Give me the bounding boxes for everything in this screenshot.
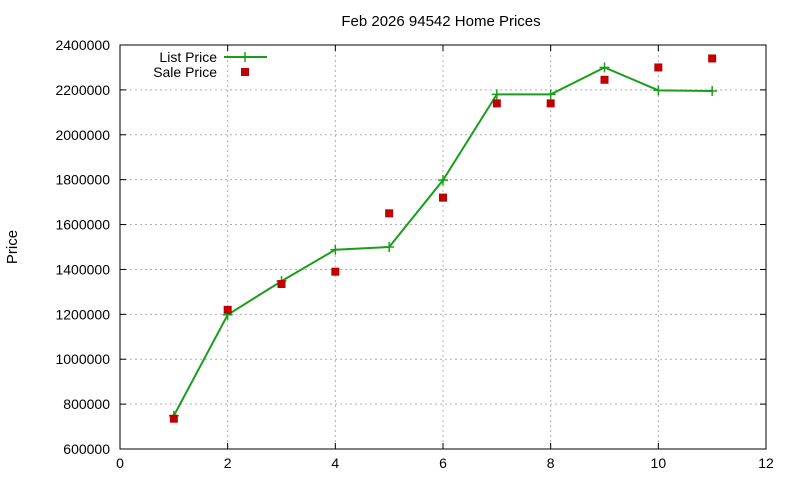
chart-title: Feb 2026 94542 Home Prices bbox=[341, 13, 540, 30]
x-tick-label: 0 bbox=[116, 455, 124, 471]
list-price-point bbox=[653, 85, 664, 96]
list-price-point bbox=[545, 89, 556, 100]
plot-frame bbox=[119, 44, 767, 450]
list-price-point bbox=[599, 62, 610, 73]
y-tick-label: 1600000 bbox=[55, 217, 110, 233]
series-sale-price bbox=[169, 54, 717, 423]
y-tick-label: 2400000 bbox=[55, 37, 110, 53]
grid-lines bbox=[120, 45, 766, 449]
sale-price-point bbox=[331, 267, 340, 276]
legend-label: Sale Price bbox=[153, 64, 217, 80]
list-price-point bbox=[491, 89, 502, 100]
sale-price-point bbox=[385, 209, 394, 218]
y-tick-label: 1000000 bbox=[55, 351, 110, 367]
legend-plus-marker bbox=[240, 52, 250, 62]
y-tick-label: 1200000 bbox=[55, 306, 110, 322]
y-tick-label: 800000 bbox=[63, 396, 110, 412]
x-tick-label: 8 bbox=[547, 455, 555, 471]
series-list-price bbox=[168, 62, 718, 421]
x-tick-label: 4 bbox=[331, 455, 339, 471]
series-layer bbox=[168, 54, 718, 423]
y-tick-label: 600000 bbox=[63, 441, 110, 457]
legend-label: List Price bbox=[159, 49, 217, 65]
sale-price-point bbox=[169, 414, 178, 423]
sale-price-point bbox=[439, 193, 447, 202]
y-axis-label: Price bbox=[4, 230, 21, 264]
x-tick-label: 12 bbox=[758, 455, 774, 471]
x-tick-label: 2 bbox=[224, 455, 232, 471]
x-tick-label: 10 bbox=[651, 455, 667, 471]
sale-price-point bbox=[277, 280, 286, 289]
y-tick-label: 2200000 bbox=[55, 82, 110, 98]
y-tick-label: 1800000 bbox=[55, 172, 110, 188]
list-price-point bbox=[707, 86, 718, 97]
axis-ticks: 0 2 4 6 8 10 12 600000 800000 1000000 1200000 14000… bbox=[55, 37, 774, 471]
sale-price-point bbox=[492, 99, 501, 108]
sale-price-point bbox=[546, 99, 555, 108]
y-tick-label: 1400000 bbox=[55, 261, 110, 277]
list-price-point bbox=[438, 175, 448, 186]
sale-price-point bbox=[223, 305, 232, 314]
sale-price-point bbox=[600, 75, 609, 84]
sale-price-point bbox=[654, 63, 663, 72]
legend-square-marker bbox=[241, 68, 249, 76]
x-tick-label: 6 bbox=[439, 455, 447, 471]
y-tick-label: 2000000 bbox=[55, 127, 110, 143]
list-price-point bbox=[330, 244, 341, 255]
list-price-point bbox=[384, 242, 395, 252]
sale-price-point bbox=[708, 54, 717, 63]
